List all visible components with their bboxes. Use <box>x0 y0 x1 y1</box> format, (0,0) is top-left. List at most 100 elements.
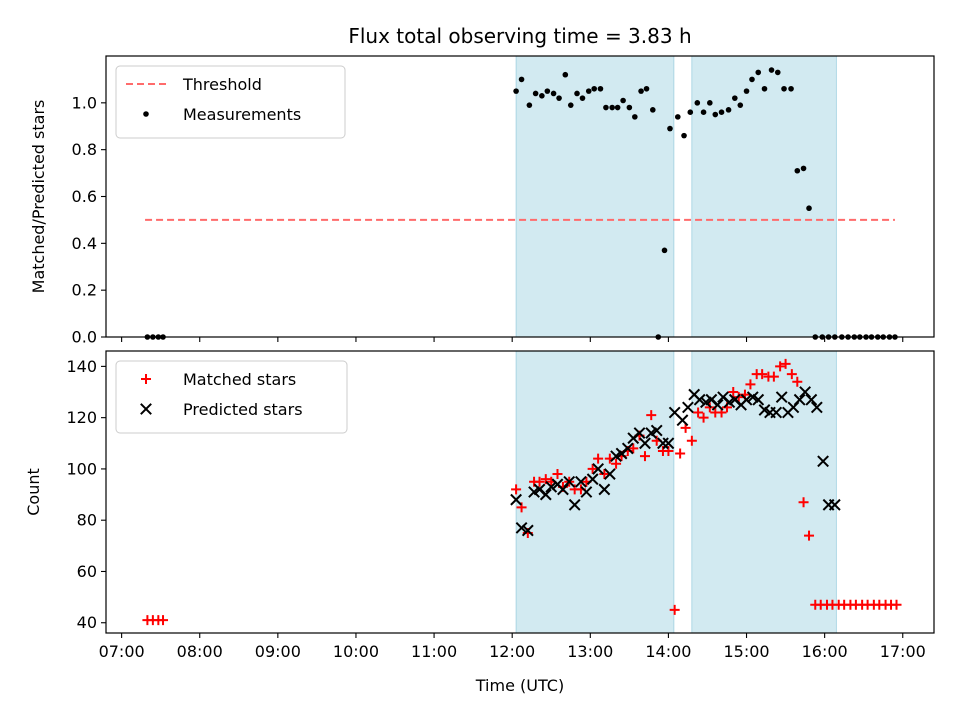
panel2-point <box>676 414 689 427</box>
panel2-y-tick-label: 140 <box>66 357 97 376</box>
panel2-point <box>552 469 563 480</box>
panel1-point <box>712 111 719 118</box>
panel1-y-axis-label: Matched/Predicted stars <box>29 100 48 294</box>
panel1-point <box>674 114 681 120</box>
panel2-legend-marker <box>140 403 152 415</box>
panel2-legend-marker <box>141 374 151 384</box>
panel1-point <box>579 95 586 101</box>
panel2-point <box>534 476 545 487</box>
panel2-axes-frame <box>105 350 935 634</box>
panel2-y-tick-label: 60 <box>77 562 97 581</box>
panel1-legend: Threshold Measurements <box>115 65 346 139</box>
panel1-point <box>649 107 656 113</box>
panel2-y-tick-label: 80 <box>77 511 97 530</box>
chart-title: Flux total observing time = 3.83 h <box>348 24 691 48</box>
panel1-point <box>562 71 569 78</box>
x-tick-label: 17:00 <box>880 642 926 661</box>
panel1-point <box>574 90 580 97</box>
panel1-point <box>609 104 615 111</box>
panel1-point <box>544 88 551 94</box>
panel2-point <box>787 401 800 414</box>
panel1-point <box>556 95 562 101</box>
panel2-point <box>669 604 680 615</box>
panel2-point <box>568 498 581 511</box>
panel1-y-tick-label: 1.0 <box>72 93 97 112</box>
panel1-point <box>725 107 732 113</box>
panel2-point <box>745 379 756 390</box>
panel1-point <box>614 104 621 111</box>
panel2-point <box>611 458 622 469</box>
panel1-point <box>667 125 673 132</box>
panel2-point <box>599 469 610 480</box>
panel2-point <box>592 463 605 475</box>
panel2-point <box>587 463 598 474</box>
panel2-point <box>768 371 779 382</box>
panel2-point <box>752 393 765 406</box>
panel1-series-measurements <box>144 67 898 340</box>
panel2-observing-window-1 <box>515 350 675 634</box>
panel2-point <box>639 437 651 450</box>
panel1-point <box>591 85 598 92</box>
panel2-point <box>693 407 704 418</box>
panel1-point <box>532 90 539 97</box>
panel1-y-tick-label: 0.8 <box>72 140 97 159</box>
panel2-point <box>603 468 616 480</box>
panel1-point <box>749 76 755 83</box>
panel2-point <box>810 401 823 414</box>
panel1-point <box>694 100 701 106</box>
panel2-point <box>586 473 599 486</box>
panel1-y-tick-label: 0.4 <box>72 234 97 253</box>
panel2-y-tick-label: 120 <box>66 408 97 427</box>
panel2-point <box>780 358 791 369</box>
panel2-point <box>805 393 818 406</box>
panel2-point <box>792 376 803 387</box>
x-axis-label: Time (UTC) <box>475 676 564 695</box>
panel1-point <box>781 85 787 92</box>
panel2-point <box>539 488 552 501</box>
panel2-point <box>515 521 528 534</box>
panel2-point <box>675 448 686 459</box>
panel1-point <box>638 88 644 94</box>
panel1-point <box>550 90 557 97</box>
panel2-point <box>817 455 829 468</box>
panel1-legend-label: Threshold <box>182 75 262 94</box>
panel2-point <box>891 599 902 610</box>
panel1-point <box>603 104 609 111</box>
panel1-point <box>597 85 604 92</box>
x-tick-label: 13:00 <box>567 642 613 661</box>
panel2-point <box>628 443 639 454</box>
panel1-legend-box <box>115 65 346 139</box>
x-tick-label: 14:00 <box>645 642 691 661</box>
panel2-legend-label: Matched stars <box>183 370 296 389</box>
panel2-point <box>575 475 587 488</box>
panel1-point <box>768 67 775 73</box>
panel1-point <box>518 76 525 83</box>
x-tick-label: 10:00 <box>333 642 379 661</box>
panel2-point <box>728 387 739 398</box>
panel2-y-axis-label: Count <box>24 468 43 516</box>
panel1-point <box>700 109 707 115</box>
panel2-y-tick-label: 100 <box>66 459 97 478</box>
panel2-point <box>770 406 783 419</box>
panel1-point <box>681 132 687 139</box>
panel2-point <box>828 498 841 511</box>
panel2-point <box>662 437 675 450</box>
panel1-point <box>687 109 694 115</box>
panel1-point <box>732 95 738 101</box>
panel2-point <box>639 451 650 462</box>
x-tick-label: 15:00 <box>723 642 769 661</box>
panel2-legend-label: Predicted stars <box>183 400 303 419</box>
panel1-y-tick-label: 0.6 <box>72 187 97 206</box>
x-tick-label: 12:00 <box>489 642 535 661</box>
panel2-point <box>563 475 576 488</box>
panel2-point <box>621 442 634 455</box>
panel1-point <box>513 88 519 94</box>
x-tick-label: 11:00 <box>411 642 457 661</box>
panel2-point <box>545 480 558 493</box>
panel1-point <box>620 97 626 104</box>
panel2-point <box>786 369 797 380</box>
panel2-legend-box <box>115 360 348 434</box>
panel2-point <box>510 493 523 506</box>
panel1-point <box>743 88 750 94</box>
